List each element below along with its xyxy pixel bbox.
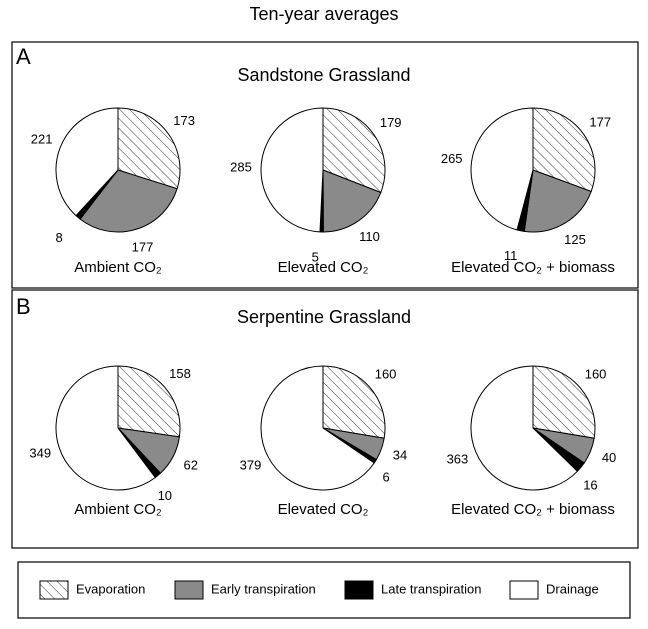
legend-label: Drainage [546, 581, 599, 596]
data-label: 173 [173, 113, 195, 128]
legend-swatch [344, 580, 374, 600]
data-label: 16 [583, 477, 597, 492]
legend-label: Early transpiration [211, 581, 316, 596]
pie-slice [532, 107, 596, 193]
legend-swatch [509, 580, 539, 600]
figure-title: Ten-year averages [249, 4, 398, 24]
pie-slice [470, 365, 579, 491]
pie-title: Elevated CO₂ + biomass [451, 501, 615, 518]
data-label: 285 [230, 159, 252, 174]
data-label: 11 [504, 248, 518, 263]
panel-frame [11, 289, 639, 549]
pie-slice [55, 107, 119, 217]
data-label: 221 [31, 132, 53, 147]
panel-label: B [16, 294, 31, 319]
legend-label: Evaporation [76, 581, 145, 596]
pie-slice [260, 365, 375, 491]
data-label: 363 [447, 451, 469, 466]
data-label: 62 [183, 457, 197, 472]
pie-slice [322, 365, 386, 439]
data-label: 177 [132, 240, 154, 255]
data-label: 10 [158, 488, 172, 503]
legend-swatch [174, 580, 204, 600]
legend-frame [17, 561, 631, 619]
pie-slice [322, 107, 386, 194]
pie-slice [470, 107, 534, 231]
data-label: 8 [56, 230, 63, 245]
panel-label: A [16, 44, 31, 69]
data-label: 179 [380, 115, 402, 130]
pie-slice [260, 107, 324, 233]
data-label: 40 [602, 450, 616, 465]
data-label: 34 [393, 448, 407, 463]
pie-slice [523, 169, 592, 233]
panel-title: Sandstone Grassland [237, 65, 410, 85]
pie-slice [55, 365, 157, 491]
data-label: 160 [585, 366, 607, 381]
data-label: 177 [589, 115, 611, 130]
data-label: 158 [169, 366, 191, 381]
legend-swatch [39, 580, 69, 600]
data-label: 5 [312, 249, 319, 264]
data-label: 110 [359, 229, 380, 244]
data-label: 379 [240, 458, 262, 473]
panel-frame [11, 41, 639, 289]
data-label: 160 [375, 366, 397, 381]
data-label: 125 [564, 232, 586, 247]
data-label: 349 [29, 445, 51, 460]
legend-label: Late transpiration [381, 581, 481, 596]
pie-slice [532, 365, 596, 439]
pie-slice [79, 169, 178, 233]
pie-slice [117, 365, 181, 438]
pie-title: Elevated CO₂ + biomass [451, 259, 615, 276]
pie-title: Ambient CO₂ [74, 501, 162, 518]
pie-title: Ambient CO₂ [74, 259, 162, 276]
data-label: 265 [441, 151, 463, 166]
pie-title: Elevated CO₂ [278, 259, 369, 276]
panel-title: Serpentine Grassland [237, 307, 411, 327]
data-label: 6 [383, 469, 390, 484]
pie-slice [322, 169, 382, 233]
pie-title: Elevated CO₂ [278, 501, 369, 518]
pie-slice [117, 107, 181, 190]
